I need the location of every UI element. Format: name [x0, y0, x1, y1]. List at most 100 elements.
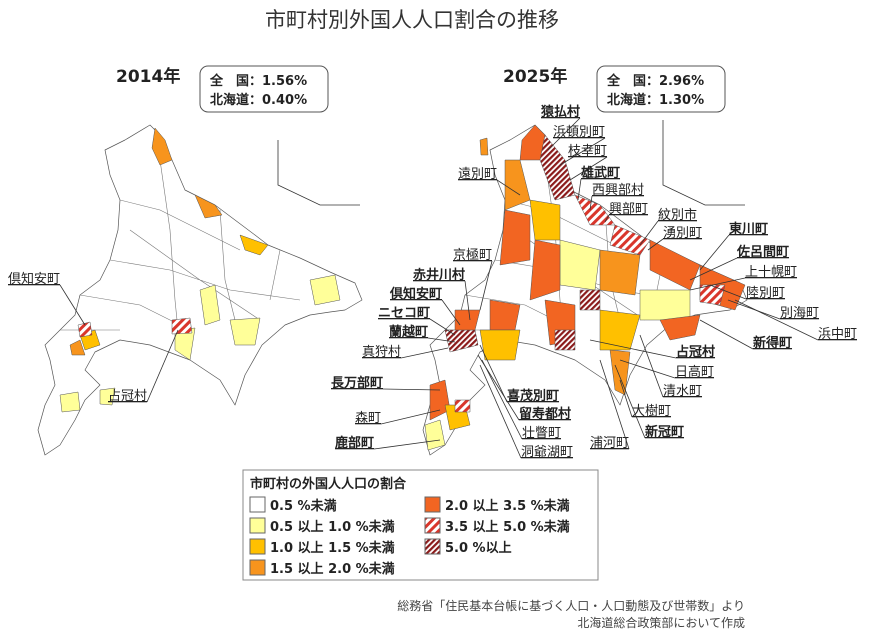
summary-hokkaido: 北海道：0.40%: [210, 92, 307, 108]
leader-line: [479, 344, 508, 403]
legend-swatch: [424, 538, 441, 555]
municipality-label: 占冠村: [676, 344, 715, 360]
municipality-label: 東川町: [729, 221, 768, 237]
municipality-label: 紋別市: [658, 207, 697, 223]
legend-label: 5.0 %以上: [445, 541, 512, 556]
municipality-label: 倶知安町: [389, 286, 442, 302]
leader-line: [577, 178, 582, 201]
leader-line: [569, 156, 608, 181]
summary-hokkaido: 北海道：1.30%: [607, 92, 704, 108]
municipality-label: 別海町: [780, 306, 819, 321]
leader-line: [689, 277, 746, 291]
leader-line: [380, 409, 441, 425]
legend-label: 2.0 以上 3.5 %未満: [445, 498, 570, 514]
year: 2025年: [503, 66, 567, 87]
municipality-label: 日高町: [675, 364, 714, 380]
leader-line: [699, 319, 754, 350]
municipality-label: 上十幌町: [745, 264, 797, 280]
leader-line: [699, 234, 730, 271]
municipality-label: 蘭越町: [389, 324, 428, 340]
municipality-label: 佐呂間町: [736, 244, 789, 260]
leader-line: [599, 359, 630, 450]
leader-line: [441, 299, 461, 326]
leader-line: [639, 220, 659, 246]
legend-swatch: [249, 496, 266, 513]
leader-line: [589, 339, 677, 359]
municipality-label: 長万部町: [331, 375, 383, 391]
municipality-label: 赤井川村: [413, 267, 465, 283]
source: 北海道総合政策部において作成: [577, 615, 745, 630]
municipality-label: 壮瞥町: [522, 426, 561, 441]
legend-label: 0.5 %未満: [270, 498, 337, 514]
leader-line: [496, 179, 521, 196]
leader-line: [479, 364, 522, 459]
year: 2014年: [116, 66, 180, 87]
municipality-label: 占冠村: [108, 389, 147, 404]
summary-national: 全 国：2.96%: [606, 73, 704, 89]
municipality-label: 湧別町: [663, 225, 702, 241]
map-2025: 2025年 全 国：2.96% 北海道：1.30% 猿払村浜頓別町枝幸町雄武町西…: [331, 65, 857, 460]
leader-line: [429, 318, 456, 336]
leader-line: [734, 299, 819, 341]
leader-line: [146, 329, 179, 403]
municipality-label: 清水町: [663, 384, 702, 399]
leader-line: [427, 337, 456, 343]
municipality-label: 京極町: [453, 247, 492, 263]
map-fills: [424, 124, 746, 451]
municipality-label: 洞爺湖町: [521, 445, 573, 460]
municipality-label: 新得町: [753, 335, 792, 351]
municipality-label: 鹿部町: [335, 435, 374, 451]
leader-line: [619, 379, 633, 418]
leader-line: [479, 260, 493, 311]
municipality-label: 雄武町: [580, 165, 620, 181]
title: 市町村別外国人人口割合の推移: [265, 8, 559, 32]
leader-line: [59, 284, 86, 326]
legend-label: 1.0 以上 1.5 %未満: [270, 540, 395, 556]
municipality-label: 森町: [355, 411, 381, 426]
leader-line: [619, 359, 676, 379]
summary-box: [199, 65, 329, 113]
leader-line: [383, 388, 441, 391]
municipality-label: 留寿都村: [519, 406, 571, 422]
leader-line: [647, 238, 664, 251]
municipality-label: 浦河町: [590, 436, 629, 451]
leader-line: [689, 257, 738, 281]
legend: 市町村の外国人人口の割合 0.5 %未満 0.5 以上 1.0 %未満 1.0 以上…: [242, 469, 599, 581]
divider: [662, 120, 745, 206]
municipality-label: 猿払村: [540, 104, 580, 120]
municipality-label: 浜中町: [818, 327, 857, 342]
legend-swatch: [249, 538, 266, 555]
leader-line: [639, 334, 664, 398]
municipality-label: 倶知安町: [8, 271, 60, 287]
legend-label: 3.5 以上 5.0 %未満: [445, 519, 570, 535]
map-fills: [59, 127, 341, 413]
legend-swatch: [424, 517, 441, 534]
municipality-label: 大樹町: [632, 404, 671, 419]
leader-line: [464, 280, 471, 321]
leader-line: [709, 284, 747, 300]
leader-line: [400, 347, 449, 359]
municipality-label: 西興部村: [592, 183, 644, 198]
source: 総務省「住民基本台帳に基づく人口・人口動態及び世帯数」より: [397, 598, 745, 613]
municipality-label: 新冠町: [645, 424, 684, 440]
leader-line: [481, 359, 523, 440]
leader-line: [589, 195, 593, 211]
legend-label: 1.5 以上 2.0 %未満: [270, 561, 395, 577]
municipality-label: 喜茂別町: [507, 388, 559, 404]
legend-swatch: [249, 559, 266, 576]
municipality-label: 陸別町: [746, 285, 785, 301]
municipality-label: ニセコ町: [378, 306, 430, 321]
municipality-label: 枝幸町: [568, 144, 607, 159]
leader-line: [547, 117, 581, 151]
municipality-label: 浜頓別町: [553, 125, 605, 140]
municipality-label: 興部町: [609, 202, 648, 217]
leader-line: [614, 364, 646, 439]
summary-national: 全 国：1.56%: [209, 73, 307, 89]
municipality-label: 遠別町: [458, 167, 497, 182]
legend-items: 0.5 %未満 0.5 以上 1.0 %未満 1.0 以上 1.5 %未満 1.5 以…: [249, 496, 570, 577]
municipality-label: 真狩村: [362, 345, 401, 360]
